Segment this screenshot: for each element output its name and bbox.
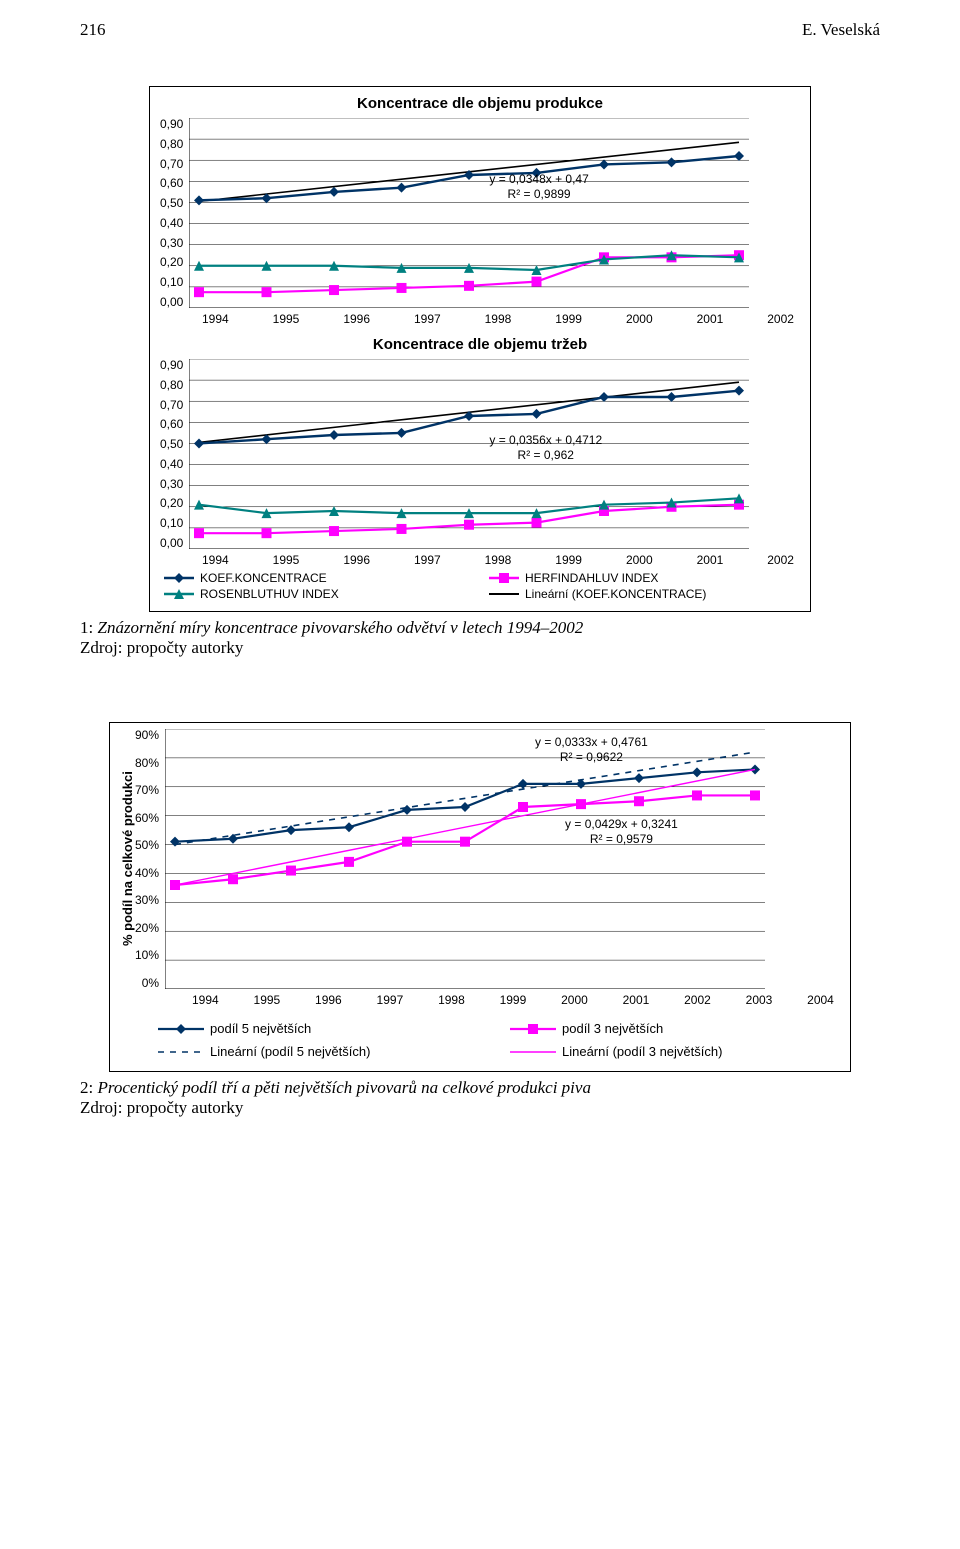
chart-box-share: % podíl na celkové produkci 90%80%70%60%…: [109, 722, 851, 1072]
fig1-num: 1:: [80, 618, 93, 637]
chart2-x-axis: 199419951996199719981999200020012002: [160, 553, 800, 567]
legend-item: podíl 5 největších: [158, 1021, 470, 1036]
legend-item: KOEF.KONCENTRACE: [164, 571, 471, 585]
legend-item: podíl 3 největších: [510, 1021, 822, 1036]
chart3-annotation-1: y = 0,0333x + 0,4761R² = 0,9622: [535, 735, 648, 765]
chart2-title: Koncentrace dle objemu tržeb: [160, 336, 800, 353]
chart3-y-label: % podíl na celkové produkci: [120, 729, 135, 989]
legend-item: Lineární (podíl 5 největších): [158, 1044, 470, 1059]
chart1-x-axis: 199419951996199719981999200020012002: [160, 312, 800, 326]
chart3-annotation-2: y = 0,0429x + 0,3241R² = 0,9579: [565, 817, 678, 847]
chart1-title: Koncentrace dle objemu produkce: [160, 95, 800, 112]
legend-item: HERFINDAHLUV INDEX: [489, 571, 796, 585]
chart-box-concentration: Koncentrace dle objemu produkce 0,900,80…: [149, 86, 811, 612]
figure2-source: Zdroj: propočty autorky: [80, 1098, 880, 1118]
figure2-caption: 2: Procentický podíl tří a pěti největší…: [80, 1078, 880, 1098]
chart3-y-axis: 90%80%70%60%50%40%30%20%10%0%: [135, 729, 165, 989]
chart1-annotation: y = 0,0348x + 0,47R² = 0,9899: [489, 172, 588, 202]
chart2-plot: y = 0,0356x + 0,4712R² = 0,962: [189, 359, 800, 549]
chart2-y-axis: 0,900,800,700,600,500,400,300,200,100,00: [160, 359, 189, 549]
chart12-legend: KOEF.KONCENTRACE HERFINDAHLUV INDEX ROSE…: [160, 567, 800, 603]
chart3-plot: y = 0,0333x + 0,4761R² = 0,9622 y = 0,04…: [165, 729, 840, 989]
chart1-y-axis: 0,900,800,700,600,500,400,300,200,100,00: [160, 118, 189, 308]
author: E. Veselská: [802, 20, 880, 40]
fig2-title: Procentický podíl tří a pěti největších …: [97, 1078, 590, 1097]
chart3-x-axis: 1994199519961997199819992000200120022003…: [120, 993, 840, 1007]
page-number: 216: [80, 20, 106, 40]
legend-item: Lineární (KOEF.KONCENTRACE): [489, 587, 796, 601]
fig1-title: Znázornění míry koncentrace pivovarského…: [97, 618, 583, 637]
fig2-num: 2:: [80, 1078, 93, 1097]
figure1-caption: 1: Znázornění míry koncentrace pivovarsk…: [80, 618, 880, 638]
legend-item: ROSENBLUTHUV INDEX: [164, 587, 471, 601]
chart2-annotation: y = 0,0356x + 0,4712R² = 0,962: [489, 433, 602, 463]
figure1-source: Zdroj: propočty autorky: [80, 638, 880, 658]
chart3-legend: podíl 5 největších podíl 3 největších Li…: [120, 1007, 840, 1063]
legend-item: Lineární (podíl 3 největších): [510, 1044, 822, 1059]
chart1-plot: y = 0,0348x + 0,47R² = 0,9899: [189, 118, 800, 308]
